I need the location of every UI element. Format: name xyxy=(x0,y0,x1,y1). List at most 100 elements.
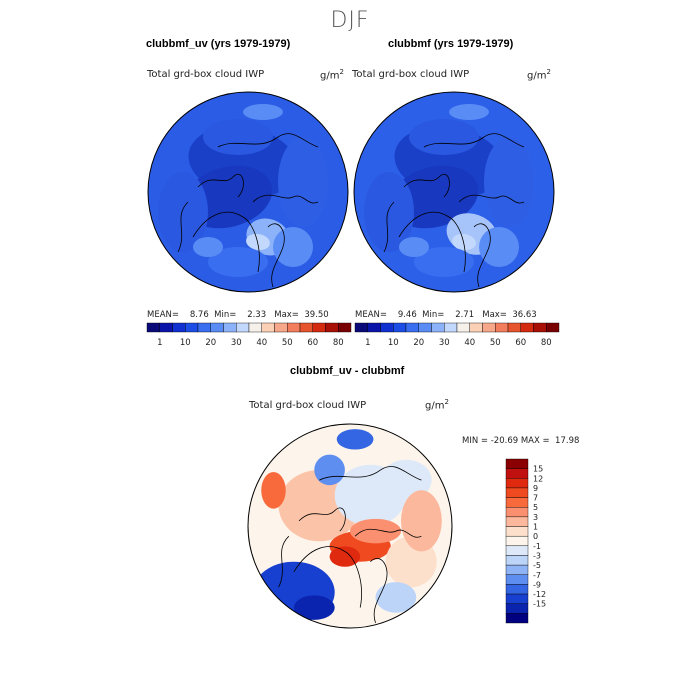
colorbar-2-tick-label: 10 xyxy=(388,338,399,348)
panel-3-max-label: MAX = xyxy=(520,436,550,446)
colorbar-2-swatch xyxy=(367,322,381,333)
colorbar-3-swatch xyxy=(505,458,529,469)
map-2-field-region xyxy=(399,237,429,257)
map-1-coastline xyxy=(177,201,189,253)
map-1-coastline xyxy=(217,133,319,148)
colorbar-3-swatch xyxy=(505,555,529,566)
colorbar-3-tick-label: -12 xyxy=(533,590,546,599)
map-2-coastline xyxy=(398,211,466,273)
colorbar-1-tick-label: 50 xyxy=(282,338,293,348)
map-2-field-region xyxy=(452,233,476,251)
map-1-field-region xyxy=(273,227,313,267)
map-3-coastline xyxy=(370,558,388,624)
colorbar-1-tick-label: 1 xyxy=(157,338,162,348)
colorbar-1-tick-label: 30 xyxy=(231,338,242,348)
colorbar-3-swatch xyxy=(505,478,529,489)
colorbar-3-tick-label: -5 xyxy=(533,561,541,570)
panel-3-stats: MIN = -20.69 MAX = 17.98 xyxy=(462,436,579,446)
colorbar-1-tick-label: 60 xyxy=(307,338,318,348)
panel-1-title: clubbmf_uv (yrs 1979-1979) xyxy=(146,38,291,50)
colorbar-3-swatch xyxy=(505,526,529,537)
map-1-field-region xyxy=(208,247,268,277)
colorbar-1-swatch xyxy=(299,322,313,333)
panel-3-min-value: -20.69 xyxy=(490,436,519,446)
colorbar-2-swatch xyxy=(380,322,394,333)
map-1-field-region xyxy=(203,119,273,155)
panel-2-mean-label: MEAN= xyxy=(355,310,387,320)
map-2-coastline xyxy=(473,223,491,288)
map-1-field-region xyxy=(243,104,283,120)
map-3-border xyxy=(247,423,453,629)
map-3-field-region xyxy=(329,546,361,567)
colorbar-3-tick-label: 5 xyxy=(533,503,538,512)
panel-1-max-label: Max= xyxy=(274,310,299,320)
colorbar-2-tick-label: 50 xyxy=(490,338,501,348)
panel-2-variable-label: Total grd-box cloud IWP xyxy=(352,69,470,80)
panel-1-max-value: 39.50 xyxy=(304,310,329,320)
colorbar-3-tick-label: 7 xyxy=(533,494,538,503)
colorbar-3-tick-label: 3 xyxy=(533,513,538,522)
map-3-field-region xyxy=(293,595,335,620)
colorbar-3-tick-label: -7 xyxy=(533,571,541,580)
colorbar-1-tick-label: 20 xyxy=(205,338,216,348)
map-2-coastline xyxy=(383,201,395,253)
map-2-coastline xyxy=(458,194,525,204)
map-3-field-region xyxy=(401,490,442,552)
panel-1-stats: MEAN= 8.76 Min= 2.33 Max= 39.50 xyxy=(147,310,329,320)
colorbar-3-tick-label: 1 xyxy=(533,523,538,532)
panel-2-map xyxy=(353,91,555,293)
panel-1-variable-label: Total grd-box cloud IWP xyxy=(147,69,265,80)
colorbar-2-tick-label: 40 xyxy=(464,338,475,348)
colorbar-2-tick-label: 80 xyxy=(541,338,552,348)
map-1-coastline xyxy=(267,223,285,288)
panel-2-units: g/m2 xyxy=(527,68,551,82)
panel-1-min-value: 2.33 xyxy=(247,310,267,320)
panel-2-max-value: 36.63 xyxy=(512,310,537,320)
map-3-field-region xyxy=(261,471,286,509)
colorbar-2-swatch xyxy=(431,322,445,333)
colorbar-2-tick-label: 60 xyxy=(515,338,526,348)
map-1-border xyxy=(147,91,349,293)
colorbar-1-swatch xyxy=(146,322,160,333)
panel-1-units: g/m2 xyxy=(320,68,344,82)
map-1-field-region xyxy=(246,233,270,251)
colorbar-2-tick-label: 20 xyxy=(413,338,424,348)
colorbar-1-swatch xyxy=(312,322,326,333)
figure-title: DJF xyxy=(330,8,370,33)
colorbar-3-tick-label: 0 xyxy=(533,532,538,541)
colorbar-1-swatch xyxy=(197,322,211,333)
panel-2-title: clubbmf (yrs 1979-1979) xyxy=(388,38,514,50)
colorbar-1-swatch xyxy=(223,322,237,333)
map-1-field-region xyxy=(158,172,208,252)
colorbar-3-swatch xyxy=(505,507,529,518)
colorbar-1-tick-label: 40 xyxy=(256,338,267,348)
colorbar-2-swatch xyxy=(520,322,534,333)
colorbar-3-tick-label: 12 xyxy=(533,474,543,483)
colorbar-2-swatch xyxy=(495,322,509,333)
panel-1-mean-value: 8.76 xyxy=(189,310,209,320)
map-1-coastline xyxy=(252,194,319,204)
map-3-coastline xyxy=(293,546,362,608)
colorbar-1-swatch xyxy=(236,322,250,333)
map-3-field-region xyxy=(314,454,345,486)
map-2-field-region xyxy=(484,137,534,227)
colorbar-3-swatch xyxy=(505,593,529,604)
map-3-coastline xyxy=(298,507,346,532)
colorbar-3-swatch xyxy=(505,497,529,508)
map-2-field-region xyxy=(479,227,519,267)
map-1-coastline xyxy=(192,211,260,273)
colorbar-3-swatch xyxy=(505,564,529,575)
colorbar-3-swatch xyxy=(505,535,529,547)
colorbar-3-tick-label: 15 xyxy=(533,465,543,474)
map-2-border xyxy=(353,91,555,293)
colorbar-3-tick-label: -1 xyxy=(533,542,541,551)
colorbar-2-tick-label: 1 xyxy=(365,338,370,348)
colorbar-1-swatch xyxy=(274,322,288,333)
panel-2-mean-value: 9.46 xyxy=(397,310,417,320)
colorbar-3-swatch xyxy=(505,574,529,585)
colorbar-1-swatch xyxy=(248,322,262,333)
map-3-field-region xyxy=(380,459,432,501)
map-2-field-region xyxy=(449,104,489,120)
panel-2-stats: MEAN= 9.46 Min= 2.71 Max= 36.63 xyxy=(355,310,537,320)
